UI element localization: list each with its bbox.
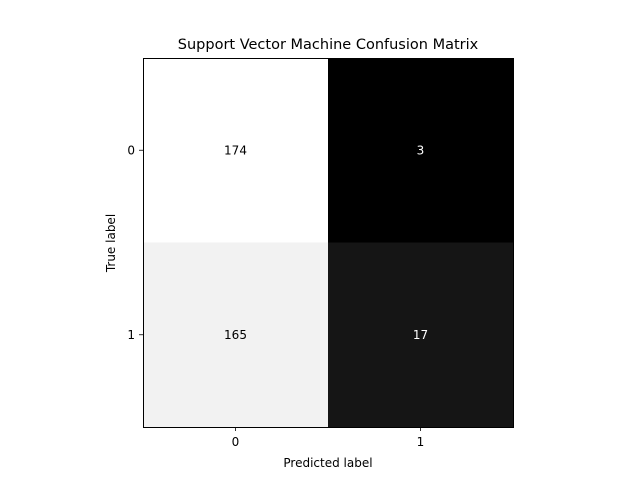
y-tick-label: 0 bbox=[127, 143, 135, 157]
cell-value-label-1-1: 17 bbox=[413, 328, 428, 342]
cell-value-label-0-1: 3 bbox=[417, 143, 425, 157]
heatmap-cell-0-0 bbox=[143, 58, 328, 243]
y-tick-label: 1 bbox=[127, 328, 135, 342]
y-axis-ticks: 01 bbox=[127, 143, 143, 342]
x-tick-label: 1 bbox=[417, 435, 425, 449]
plot-frame bbox=[143, 58, 514, 428]
cell-value-label-0-0: 174 bbox=[224, 143, 247, 157]
heatmap-cell-0-1 bbox=[328, 58, 513, 243]
heatmap-cell-1-0 bbox=[143, 242, 328, 427]
x-tick-label: 0 bbox=[232, 435, 240, 449]
heatmap-cells bbox=[143, 58, 513, 427]
y-axis-label: True label bbox=[104, 214, 118, 273]
heatmap-cell-1-1 bbox=[328, 242, 513, 427]
cell-value-label-1-0: 165 bbox=[224, 328, 247, 342]
heatmap-value-labels: 174 3 165 17 bbox=[224, 143, 428, 342]
x-axis-label: Predicted label bbox=[283, 456, 372, 470]
chart-title: Support Vector Machine Confusion Matrix bbox=[178, 37, 479, 53]
